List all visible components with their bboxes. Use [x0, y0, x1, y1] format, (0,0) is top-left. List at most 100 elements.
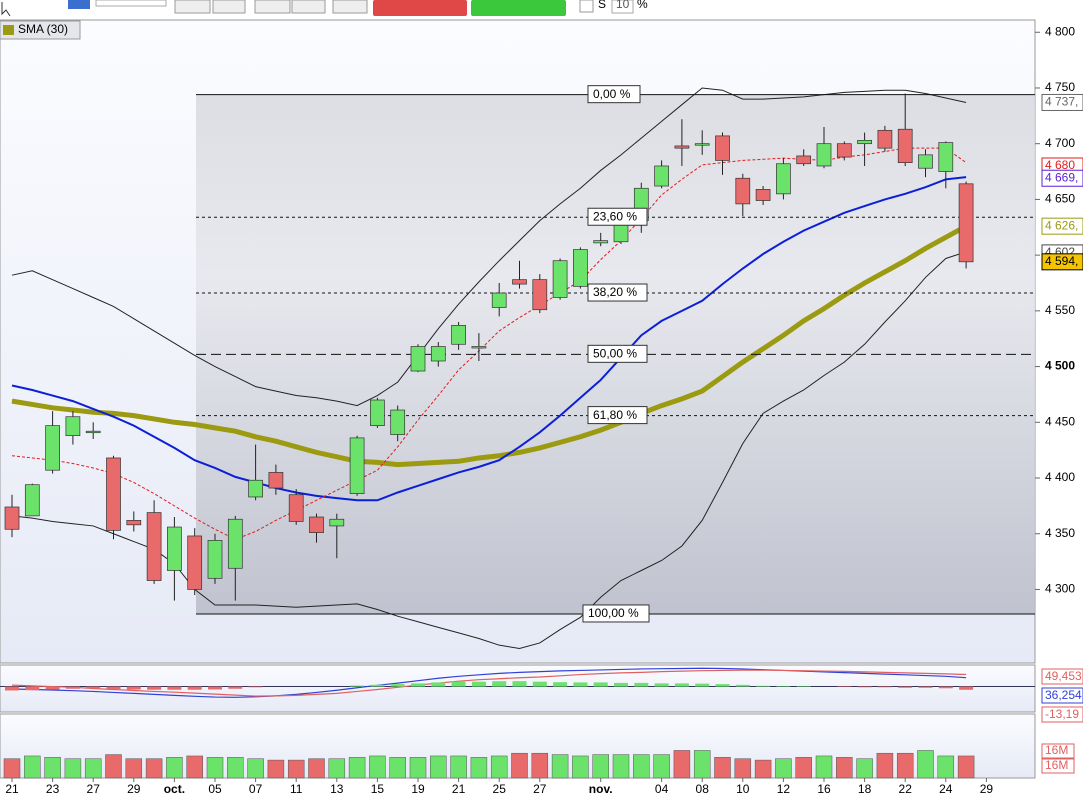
candle-body: [207, 540, 223, 579]
volume-bar: [734, 758, 752, 779]
candle-body: [471, 346, 487, 349]
macd-bar: [674, 683, 689, 687]
fib-label-box: [587, 85, 641, 104]
volume-bar: [470, 757, 488, 779]
candle-body: [654, 165, 669, 187]
candle-body: [573, 249, 588, 287]
volume-bar: [612, 754, 630, 779]
macd-bar: [898, 686, 913, 688]
candle-body: [857, 140, 872, 145]
candle-body: [410, 346, 426, 372]
checkbox-label: S: [598, 0, 606, 11]
x-tick-label: 25: [493, 782, 507, 796]
macd-bar: [695, 683, 710, 687]
candle-body: [593, 240, 609, 244]
candle-body: [146, 512, 162, 581]
tool-button[interactable]: [254, 0, 291, 14]
volume-bar: [369, 755, 386, 779]
macd-bar: [715, 684, 730, 687]
x-tick-label: 27: [87, 782, 101, 796]
macd-bar: [573, 682, 588, 687]
x-tick-label: nov.: [589, 782, 613, 796]
volume-bar: [511, 752, 528, 779]
legend-swatch: [3, 25, 14, 35]
y-tick-label: 4 550: [1045, 303, 1075, 317]
volume-bar: [551, 754, 569, 779]
candle-body: [694, 143, 710, 146]
y-tick-label: 4 400: [1045, 470, 1075, 484]
candle-body: [390, 409, 406, 435]
price-tag: [1041, 217, 1083, 235]
macd-bar: [593, 682, 608, 687]
macd-bar: [857, 686, 872, 688]
volume-bar: [714, 757, 731, 779]
tool-button[interactable]: [68, 0, 90, 9]
candle-body: [715, 135, 730, 161]
toolbar: S 10 %: [0, 0, 1083, 18]
tool-button[interactable]: [291, 0, 326, 14]
price-tag-label: 4 680: [1045, 158, 1075, 172]
y-tick-label: 4 300: [1045, 582, 1075, 596]
x-tick-label: 08: [696, 782, 710, 796]
input[interactable]: [95, 0, 167, 7]
macd-bar: [532, 681, 547, 687]
macd-bar: [938, 686, 953, 689]
volume-bar: [3, 758, 21, 779]
macd-bar: [228, 686, 243, 689]
candle-body: [268, 472, 284, 489]
price-tag: [1041, 93, 1083, 111]
macd-bar: [553, 682, 568, 687]
unit: %: [637, 0, 648, 11]
period-box[interactable]: [611, 0, 634, 14]
macd-bar: [735, 684, 750, 687]
fib-label-box: [587, 207, 648, 226]
candle-body: [370, 399, 385, 426]
fib-label: 50,00 %: [593, 346, 637, 360]
price-tag: [1041, 169, 1083, 187]
macd-tag-label: -13,19: [1045, 707, 1079, 721]
tool-button[interactable]: [174, 0, 211, 14]
macd-bar: [65, 686, 80, 689]
x-tick-label: 29: [980, 782, 994, 796]
sell-button[interactable]: [373, 0, 467, 16]
x-tick-label: 04: [655, 782, 669, 796]
candle-body: [106, 457, 121, 531]
candle-body: [796, 155, 812, 165]
volume-bar: [430, 755, 447, 779]
candle-body: [248, 479, 263, 498]
candle-body: [755, 189, 771, 201]
volume-tag: [1041, 758, 1075, 774]
candle-body: [288, 494, 304, 522]
macd-bar: [86, 686, 101, 689]
volume-bar: [572, 755, 589, 779]
macd-bar: [756, 685, 771, 687]
overlay: SMA (30): [0, 20, 81, 40]
candle-body: [167, 526, 182, 571]
candle-body: [349, 437, 365, 494]
macd-bar: [5, 686, 19, 691]
volume-bar: [876, 752, 894, 779]
macd-tag: [1041, 687, 1083, 704]
macd-bar: [106, 686, 121, 689]
volume-bar: [592, 754, 609, 779]
volume-bar: [754, 759, 772, 779]
tool-button[interactable]: [332, 0, 368, 14]
checkbox[interactable]: [579, 0, 594, 13]
x-tick-label: oct.: [164, 782, 185, 796]
buy-button[interactable]: [471, 0, 566, 16]
candle-body: [329, 518, 345, 527]
indicator-line: [11, 87, 967, 407]
tool-button[interactable]: [212, 0, 246, 14]
candle-body: [877, 129, 893, 149]
macd-bar: [45, 686, 60, 690]
y-tick-label: 4 350: [1045, 526, 1075, 540]
period: 10: [616, 0, 630, 11]
macd-bar: [654, 683, 669, 687]
candle-body: [532, 279, 548, 311]
volume-bar: [775, 758, 792, 779]
indicator-line: [11, 223, 968, 468]
volume-bar: [957, 755, 975, 779]
macd-bar: [411, 683, 425, 687]
y-tick-label: 4 450: [1045, 414, 1075, 428]
